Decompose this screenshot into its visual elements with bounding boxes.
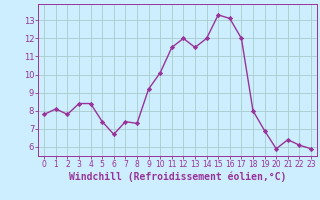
X-axis label: Windchill (Refroidissement éolien,°C): Windchill (Refroidissement éolien,°C) xyxy=(69,172,286,182)
